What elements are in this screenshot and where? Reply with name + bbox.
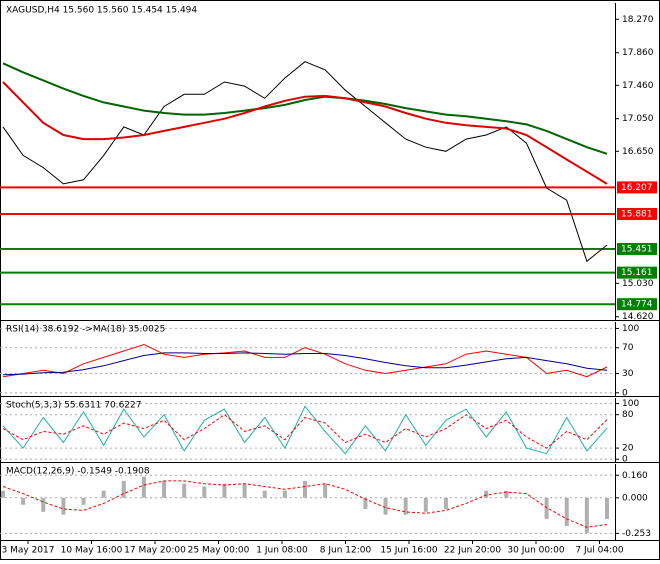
panel-title: MACD(12,26,9) -0.1549 -0.1908 [6, 467, 150, 477]
histogram-bar [423, 497, 428, 512]
histogram-bar [81, 497, 86, 505]
indicator-line [2, 414, 608, 449]
y-tick-label: 0.000 [622, 493, 648, 503]
histogram-bar [101, 490, 106, 498]
x-tick-label: 30 Jun 00:00 [507, 546, 564, 556]
histogram-bar [504, 490, 509, 498]
y-tick-label: 30 [622, 369, 634, 379]
y-tick-label: 17.460 [622, 81, 654, 91]
price-level-box [617, 266, 657, 279]
y-tick-label: 17.050 [622, 114, 654, 124]
histogram-bar [121, 480, 126, 498]
x-tick-label: 8 Jun 12:00 [320, 546, 372, 556]
x-tick-label: 10 May 16:00 [61, 546, 123, 556]
histogram-bar [262, 490, 267, 498]
y-tick-label: 20 [622, 444, 634, 454]
x-tick-label: 15 Jun 16:00 [380, 546, 437, 556]
indicator-line [2, 480, 608, 528]
histogram-bar [182, 483, 187, 498]
histogram-bar [61, 497, 66, 515]
y-tick-label: 15.030 [622, 279, 654, 289]
y-tick-label: 80 [622, 410, 634, 420]
histogram-bar [242, 483, 247, 498]
y-tick-label: 16.650 [622, 147, 654, 157]
price-level-box [617, 298, 657, 311]
histogram-bar [363, 497, 368, 510]
histogram-bar [21, 497, 26, 505]
price-level-label: 15.451 [621, 245, 653, 255]
y-tick-label: 70 [622, 343, 634, 353]
histogram-bar [443, 497, 448, 510]
x-tick-label: 7 Jul 04:00 [575, 546, 624, 556]
y-tick-label: 100 [622, 324, 639, 334]
indicator-line [2, 61, 608, 263]
y-tick-label: 17.860 [622, 48, 654, 58]
indicator-line [2, 81, 608, 185]
histogram-bar [484, 490, 489, 498]
panel-title: RSI(14) 38.6192 ->MA(18) 35.0025 [6, 325, 165, 335]
x-tick-label: 1 Jun 08:00 [256, 546, 308, 556]
y-tick-label: -0.253 [622, 529, 651, 539]
panel-title: XAGUSD,H4 15.560 15.560 15.454 15.494 [6, 6, 197, 16]
histogram-bar [584, 497, 589, 533]
histogram-bar [303, 480, 307, 498]
histogram-bar [282, 490, 287, 498]
price-level-label: 14.774 [621, 300, 653, 310]
indicator-line [2, 405, 608, 455]
y-tick-label: 14.620 [622, 312, 654, 322]
histogram-bar [162, 480, 167, 498]
panel-title: Stoch(5,3,3) 55.6311 70.6227 [6, 401, 141, 411]
indicator-line [2, 352, 608, 376]
histogram-bar [464, 497, 469, 499]
price-level-box [617, 207, 657, 220]
x-tick-label: 25 May 00:00 [188, 546, 250, 556]
histogram-bar [524, 497, 529, 499]
y-tick-label: 0 [622, 388, 628, 398]
price-level-label: 15.161 [621, 268, 653, 278]
histogram-bar [1, 490, 5, 498]
price-level-label: 16.207 [621, 183, 653, 193]
histogram-bar [141, 476, 146, 498]
histogram-bar [605, 497, 609, 519]
y-tick-label: 100 [622, 399, 639, 409]
y-tick-label: 18.270 [622, 15, 654, 25]
price-level-label: 15.881 [621, 209, 653, 219]
histogram-bar [383, 497, 388, 515]
x-tick-label: 17 May 20:00 [124, 546, 186, 556]
y-tick-label: 0.160 [622, 471, 648, 481]
histogram-bar [222, 483, 227, 498]
indicator-line [2, 343, 608, 378]
x-tick-label: 22 Jun 20:00 [444, 546, 501, 556]
y-tick-label: 0 [622, 455, 628, 465]
histogram-bar [202, 486, 207, 498]
indicator-line [2, 62, 608, 155]
price-level-box [617, 243, 657, 256]
histogram-bar [564, 497, 569, 526]
histogram-bar [343, 497, 348, 499]
histogram-bar [41, 497, 46, 512]
histogram-bar [323, 483, 328, 498]
x-tick-label: 3 May 2017 [2, 546, 55, 556]
histogram-bar [403, 497, 408, 515]
histogram-bar [544, 497, 549, 519]
price-level-box [617, 181, 657, 194]
